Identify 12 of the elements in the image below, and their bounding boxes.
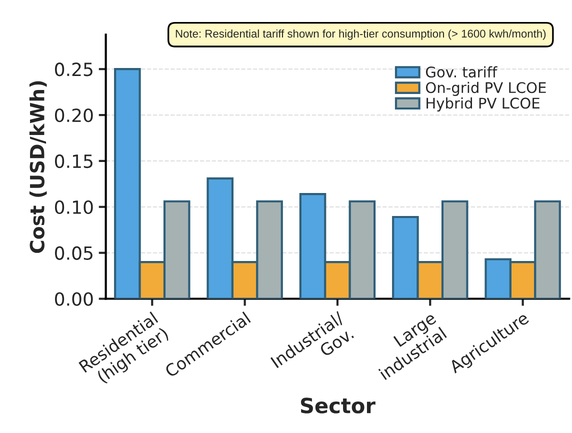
y-tick-label: 0.00 bbox=[55, 292, 93, 306]
y-axis-title: Cost (USD/kWh) bbox=[29, 81, 47, 253]
x-axis-title: Sector bbox=[300, 398, 376, 414]
y-tick-label: 0.25 bbox=[55, 62, 92, 76]
legend-label: On-grid PV LCOE bbox=[426, 82, 546, 96]
y-tick-label: 0.20 bbox=[55, 108, 93, 122]
annotation: Note: Residential tariff shown for high-tier consumption (> 1600 kwh/month) bbox=[176, 29, 546, 40]
y-tick-label: 0.15 bbox=[55, 154, 92, 168]
y-tick-label: 0.05 bbox=[55, 246, 92, 260]
y-tick-label: 0.10 bbox=[55, 200, 93, 214]
legend-label: Gov. tariff bbox=[426, 66, 498, 78]
legend-label: Hybrid PV LCOE bbox=[426, 97, 540, 112]
